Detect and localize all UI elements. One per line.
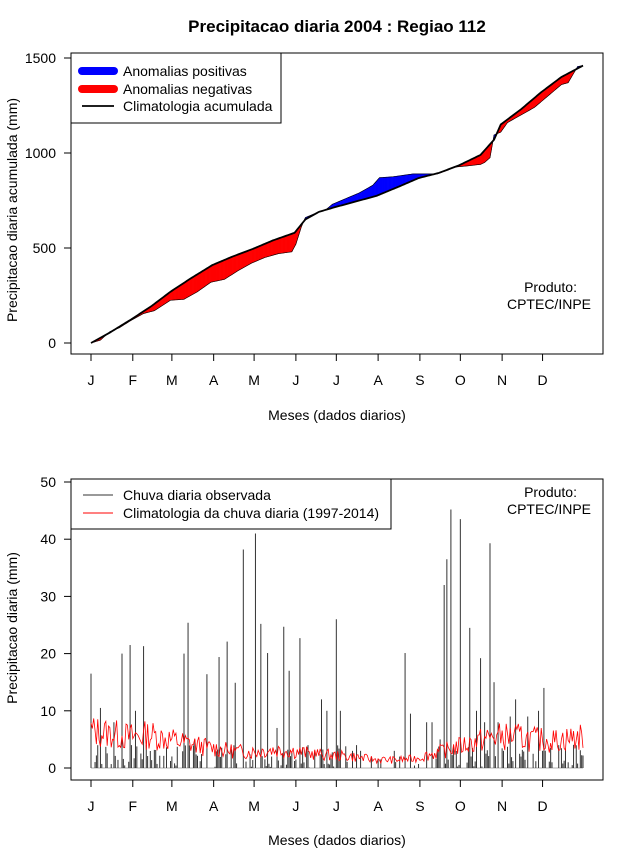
bottom-x-tick-label: M	[248, 798, 260, 814]
observed-daily-bars	[90, 509, 584, 768]
bottom-product-source: CPTEC/INPE	[507, 501, 591, 517]
bottom-x-tick-label: A	[209, 798, 219, 814]
bottom-legend: Chuva diaria observada Climatologia da c…	[70, 478, 392, 530]
top-y-tick-label: 1000	[25, 145, 56, 161]
bottom-x-tick-label: J	[88, 798, 95, 814]
top-x-tick-label: F	[129, 372, 138, 388]
observed-cumulative-line	[90, 65, 584, 344]
top-y-tick-label: 500	[33, 240, 57, 256]
bottom-x-tick-label: J	[292, 798, 299, 814]
bottom-x-tick-label: J	[333, 798, 340, 814]
legend-label-observed: Chuva diaria observada	[123, 487, 271, 503]
bottom-y-axis-label: Precipitacao diaria (mm)	[4, 552, 20, 704]
bottom-y-axis: 0 10 20 30 40 50	[40, 474, 72, 776]
climatology-daily-line	[90, 718, 584, 765]
top-product-source: CPTEC/INPE	[507, 296, 591, 312]
bottom-x-tick-label: M	[166, 798, 178, 814]
top-x-tick-label: N	[497, 372, 507, 388]
legend-label-positive: Anomalias positivas	[123, 63, 247, 79]
top-x-tick-label: S	[415, 372, 424, 388]
top-x-tick-label: D	[537, 372, 547, 388]
bottom-x-tick-label: S	[415, 798, 424, 814]
chart-title: Precipitacao diaria 2004 : Regiao 112	[188, 17, 486, 36]
bottom-panel: 0 10 20 30 40 50 J F M A M J J A S O N D Meses (dados di…	[4, 474, 604, 848]
bottom-y-tick-label: 10	[40, 703, 56, 719]
bottom-y-tick-label: 40	[40, 531, 56, 547]
bottom-x-tick-label: N	[497, 798, 507, 814]
bottom-y-tick-label: 50	[40, 474, 56, 490]
top-x-tick-label: M	[166, 372, 178, 388]
top-x-axis-label: Meses (dados diarios)	[268, 407, 406, 423]
top-y-tick-label: 1500	[25, 50, 56, 66]
bottom-y-tick-label: 20	[40, 646, 56, 662]
top-x-tick-label: J	[292, 372, 299, 388]
top-x-tick-label: J	[88, 372, 95, 388]
climatology-cumulative-line	[90, 64, 584, 344]
bottom-y-tick-label: 0	[48, 760, 56, 776]
top-y-axis-label: Precipitacao diaria acumulada (mm)	[4, 98, 20, 322]
bottom-y-tick-label: 30	[40, 588, 56, 604]
legend-label-negative: Anomalias negativas	[123, 81, 252, 97]
top-panel: 0 500 1000 1500 J F M A M J J A S O N D Meses (dados d…	[4, 50, 604, 423]
top-product-label: Produto:	[524, 279, 577, 295]
bottom-x-axis-label: Meses (dados diarios)	[268, 832, 406, 848]
top-y-axis: 0 500 1000 1500	[25, 50, 72, 351]
top-legend: Anomalias positivas Anomalias negativas …	[70, 52, 282, 124]
bottom-product-label: Produto:	[524, 484, 577, 500]
anomaly-fills	[90, 65, 584, 344]
top-x-tick-label: A	[209, 372, 219, 388]
legend-label-climatology-daily: Climatologia da chuva diaria (1997-2014)	[123, 505, 379, 521]
bottom-x-tick-label: O	[455, 798, 466, 814]
top-x-tick-label: A	[373, 372, 383, 388]
top-x-tick-label: M	[248, 372, 260, 388]
top-x-tick-label: J	[333, 372, 340, 388]
bottom-x-tick-label: A	[373, 798, 383, 814]
legend-label-climatology: Climatologia acumulada	[123, 98, 273, 114]
bottom-x-tick-label: D	[537, 798, 547, 814]
top-x-tick-label: O	[455, 372, 466, 388]
bottom-x-tick-label: F	[129, 798, 138, 814]
top-y-tick-label: 0	[48, 335, 56, 351]
